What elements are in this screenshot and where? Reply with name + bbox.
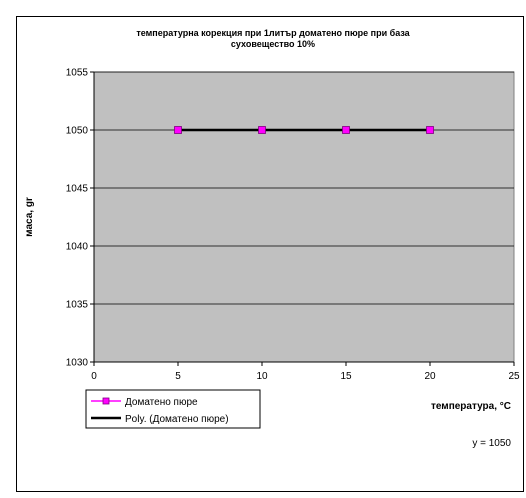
grid-lines [94,71,514,305]
y-tick-labels: 1030 1035 1040 1045 1050 1055 [66,68,89,369]
plot-area [93,71,515,363]
x-tick-label: 5 [175,371,181,382]
y-tick-label: 1045 [66,184,89,195]
chart-title-line-1: температурна корекция при 1литър доматен… [136,28,410,38]
y-tick-label: 1050 [66,126,89,137]
x-tick-labels: 0 5 10 15 20 25 [91,371,520,382]
legend-trendline-label: Poly. (Доматено пюре) [125,414,229,425]
chart-title: температурна корекция при 1литър доматен… [136,28,410,49]
x-tick-label: 20 [424,371,436,382]
legend-series-marker [102,397,110,405]
chart-title-line-2: суховещество 10% [231,39,315,49]
x-tick-label: 10 [256,371,268,382]
data-point [426,126,434,134]
legend-box [85,389,261,429]
data-point [342,126,350,134]
data-point [174,126,182,134]
legend: Доматено пюре Poly. (Доматено пюре) [85,389,261,429]
y-tick-label: 1040 [66,242,89,253]
chart-svg: температурна корекция при 1литър доматен… [24,28,520,449]
data-points-layer [174,126,434,134]
y-axis-label: маса, gr [24,197,35,237]
x-tick-label: 15 [340,371,352,382]
x-tick-label: 25 [508,371,520,382]
y-tick-label: 1030 [66,358,89,369]
y-tick-label: 1055 [66,68,89,79]
chart-frame: температурна корекция при 1литър доматен… [16,16,524,492]
x-axis-label: температура, °C [431,401,511,412]
trendline-equation: y = 1050 [472,438,511,449]
axes [90,71,515,366]
y-tick-label: 1035 [66,300,89,311]
data-point [258,126,266,134]
x-tick-label: 0 [91,371,97,382]
legend-series-label: Доматено пюре [125,397,198,408]
